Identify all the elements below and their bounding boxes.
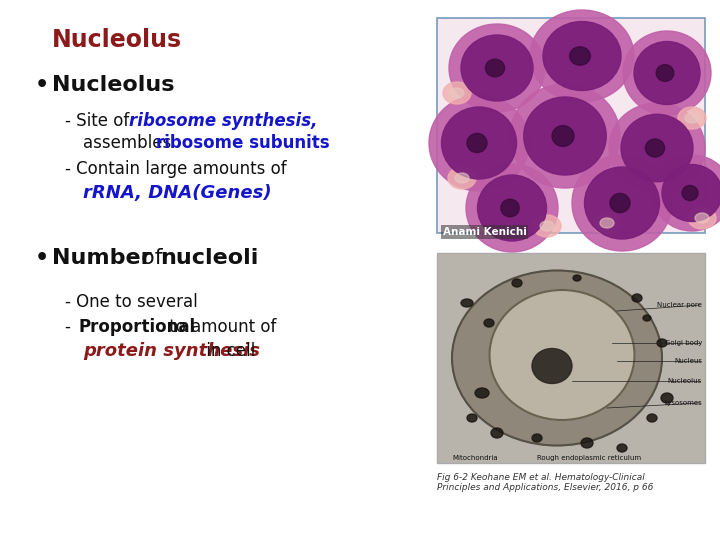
Ellipse shape	[452, 271, 662, 446]
Ellipse shape	[623, 31, 711, 115]
Text: - Site of: - Site of	[65, 112, 135, 130]
Ellipse shape	[490, 290, 634, 420]
Ellipse shape	[585, 167, 660, 239]
Text: Nucleolus: Nucleolus	[667, 378, 702, 384]
Ellipse shape	[581, 438, 593, 448]
Text: Rough endoplasmic reticulum: Rough endoplasmic reticulum	[537, 455, 641, 461]
Text: - One to several: - One to several	[65, 293, 198, 311]
Text: nucleoli: nucleoli	[160, 248, 258, 268]
Text: -: -	[65, 318, 76, 336]
Ellipse shape	[448, 167, 476, 189]
Ellipse shape	[543, 22, 621, 91]
Text: assembles: assembles	[83, 134, 176, 152]
Ellipse shape	[661, 393, 673, 403]
Ellipse shape	[450, 88, 464, 98]
Ellipse shape	[540, 221, 554, 231]
Ellipse shape	[441, 107, 516, 179]
Ellipse shape	[449, 24, 545, 112]
Ellipse shape	[491, 428, 503, 438]
Ellipse shape	[467, 414, 477, 422]
Text: Fig 6-2 Keohane EM et al. Hematology-Clinical
Principles and Applications, Elsev: Fig 6-2 Keohane EM et al. Hematology-Cli…	[437, 473, 653, 492]
Ellipse shape	[552, 126, 574, 146]
Text: •: •	[35, 248, 49, 268]
Ellipse shape	[477, 175, 546, 241]
Ellipse shape	[510, 84, 620, 188]
Ellipse shape	[662, 165, 720, 221]
Ellipse shape	[573, 275, 581, 281]
Ellipse shape	[461, 299, 473, 307]
Text: Nucleolus: Nucleolus	[52, 28, 182, 52]
Ellipse shape	[533, 215, 561, 237]
Text: - Contain large amounts of: - Contain large amounts of	[65, 160, 287, 178]
Ellipse shape	[645, 139, 665, 157]
Ellipse shape	[685, 113, 699, 123]
Ellipse shape	[570, 47, 590, 65]
Ellipse shape	[634, 42, 700, 105]
Text: Golgi body: Golgi body	[665, 340, 702, 346]
Ellipse shape	[485, 59, 505, 77]
Ellipse shape	[461, 35, 533, 101]
Ellipse shape	[523, 97, 606, 175]
Text: Nuclear pore: Nuclear pore	[657, 302, 702, 308]
Text: ribosome synthesis,: ribosome synthesis,	[129, 112, 318, 130]
Text: •: •	[35, 75, 49, 95]
Text: Nucleus: Nucleus	[674, 358, 702, 364]
Text: Number: Number	[52, 248, 152, 268]
Ellipse shape	[530, 10, 634, 102]
FancyBboxPatch shape	[437, 253, 705, 463]
Ellipse shape	[600, 218, 614, 228]
Ellipse shape	[688, 207, 716, 229]
Ellipse shape	[593, 212, 621, 234]
Ellipse shape	[532, 348, 572, 383]
Ellipse shape	[443, 82, 471, 104]
Ellipse shape	[512, 279, 522, 287]
Text: Lysosomes: Lysosomes	[665, 400, 702, 406]
Text: rRNA, DNA(Genes): rRNA, DNA(Genes)	[83, 184, 271, 202]
Ellipse shape	[656, 65, 674, 82]
FancyBboxPatch shape	[437, 18, 705, 233]
Ellipse shape	[652, 155, 720, 231]
Ellipse shape	[572, 155, 672, 251]
Ellipse shape	[455, 173, 469, 183]
Ellipse shape	[643, 315, 651, 321]
Ellipse shape	[467, 133, 487, 153]
Ellipse shape	[695, 213, 709, 223]
Ellipse shape	[475, 388, 489, 398]
Text: of: of	[134, 248, 170, 268]
Ellipse shape	[657, 339, 667, 347]
Ellipse shape	[501, 199, 519, 217]
Ellipse shape	[609, 103, 705, 193]
Ellipse shape	[429, 95, 529, 191]
Text: Nucleolus: Nucleolus	[52, 75, 174, 95]
Ellipse shape	[647, 414, 657, 422]
Ellipse shape	[682, 185, 698, 200]
Text: Anami Kenichi: Anami Kenichi	[443, 227, 527, 237]
Ellipse shape	[678, 107, 706, 129]
Ellipse shape	[484, 319, 494, 327]
Ellipse shape	[632, 294, 642, 302]
Ellipse shape	[466, 164, 558, 252]
Ellipse shape	[610, 193, 630, 213]
Text: Proportional: Proportional	[79, 318, 196, 336]
Text: to amount of: to amount of	[164, 318, 276, 336]
Text: Mitochondria: Mitochondria	[452, 455, 498, 461]
Ellipse shape	[621, 114, 693, 182]
Text: in cell: in cell	[201, 342, 256, 360]
Ellipse shape	[617, 444, 627, 452]
Text: protein synthesis: protein synthesis	[83, 342, 260, 360]
Text: ribosome subunits: ribosome subunits	[156, 134, 330, 152]
Ellipse shape	[532, 434, 542, 442]
